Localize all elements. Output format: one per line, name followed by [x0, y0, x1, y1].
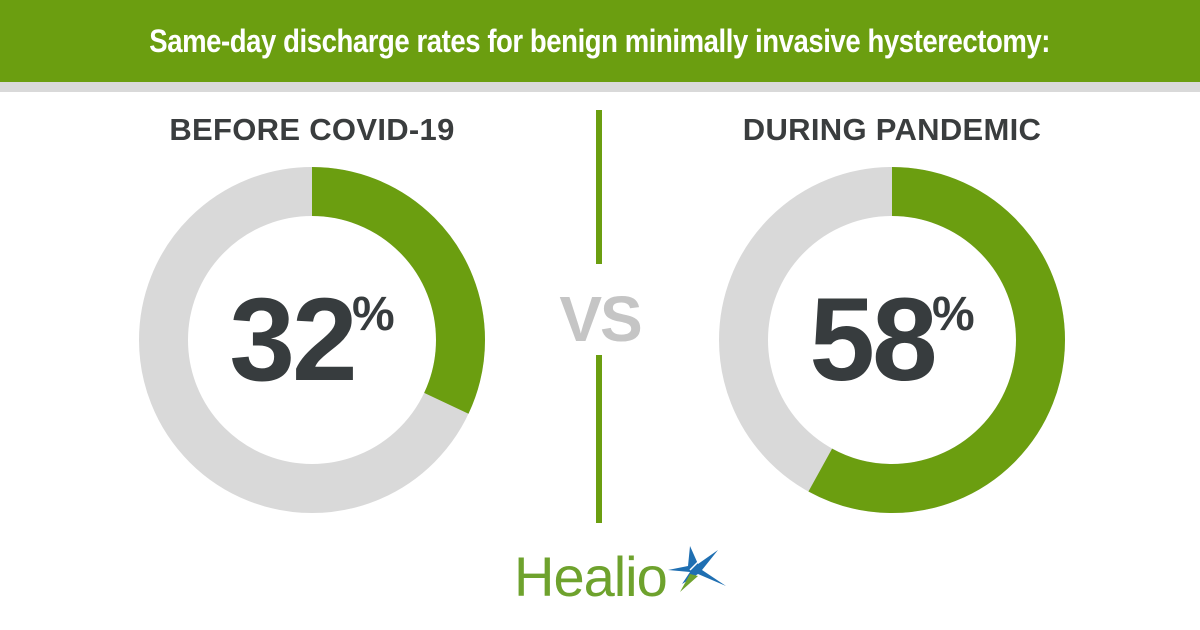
- page-title: Same-day discharge rates for benign mini…: [149, 22, 1051, 59]
- donut-svg: [139, 167, 485, 513]
- logo-wordmark: Healio: [514, 545, 668, 608]
- healio-logo: Healio: [514, 540, 734, 610]
- donut-chart-before: 32 %: [138, 166, 486, 514]
- value-number: 58: [809, 274, 937, 406]
- donut-center: 58 %: [718, 166, 1066, 514]
- value-number: 32: [229, 274, 357, 406]
- donut-chart-during: 58 %: [718, 166, 1066, 514]
- value-unit: %: [351, 288, 395, 341]
- donut-center: 32 %: [138, 166, 486, 514]
- header-divider-strip: [0, 82, 1200, 92]
- value-unit: %: [931, 288, 975, 341]
- star-burst-icon: [668, 546, 726, 592]
- panel-label-during: DURING PANDEMIC: [742, 112, 1042, 147]
- donut-arc: [719, 167, 1065, 513]
- header-banner: Same-day discharge rates for benign mini…: [0, 0, 1200, 82]
- divider-line-top: [596, 110, 602, 264]
- value-display: 58 %: [809, 281, 974, 399]
- donut-arc: [139, 167, 485, 513]
- divider-line-bottom: [596, 355, 602, 523]
- value-display: 32 %: [229, 281, 394, 399]
- vs-label: VS: [559, 283, 642, 355]
- donut-svg: [719, 167, 1065, 513]
- panel-label-before: BEFORE COVID-19: [169, 112, 455, 147]
